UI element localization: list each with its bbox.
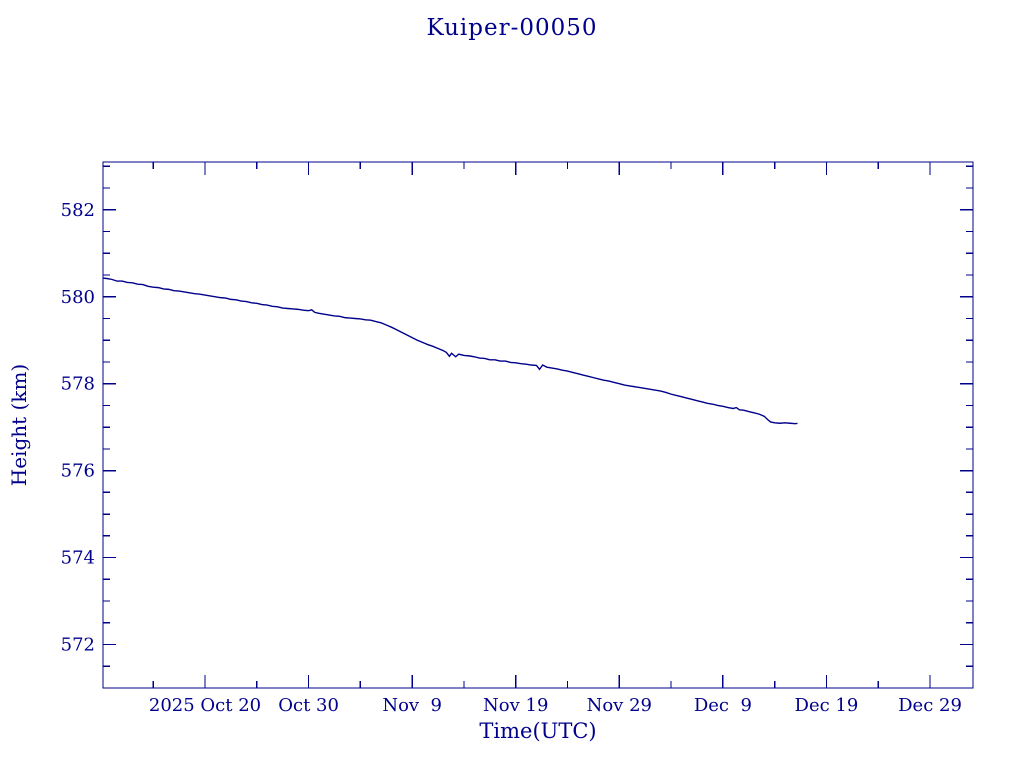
- x-tick-label: 2025 Oct 20: [149, 695, 261, 716]
- y-tick-label: 582: [61, 200, 95, 221]
- plot-frame: [102, 161, 974, 689]
- x-tick-label: Dec 29: [898, 695, 962, 716]
- x-tick-label: Nov 9: [382, 695, 442, 716]
- y-tick-label: 572: [61, 635, 95, 656]
- x-tick-label: Dec 9: [694, 695, 752, 716]
- x-tick-label: Nov 29: [587, 695, 652, 716]
- y-tick-label: 580: [61, 287, 95, 308]
- x-tick-label: Oct 30: [278, 695, 339, 716]
- chart-title: Kuiper-00050: [426, 15, 598, 41]
- x-tick-label: Dec 19: [795, 695, 859, 716]
- height-series-line: [103, 277, 798, 425]
- x-tick-label: Nov 19: [483, 695, 548, 716]
- y-tick-label: 574: [61, 548, 95, 569]
- x-axis-title: Time(UTC): [479, 719, 597, 743]
- y-tick-label: 578: [61, 374, 95, 395]
- y-tick-label: 576: [61, 461, 95, 482]
